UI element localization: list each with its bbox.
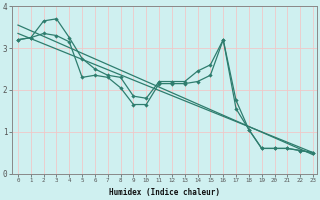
X-axis label: Humidex (Indice chaleur): Humidex (Indice chaleur)	[109, 188, 220, 197]
